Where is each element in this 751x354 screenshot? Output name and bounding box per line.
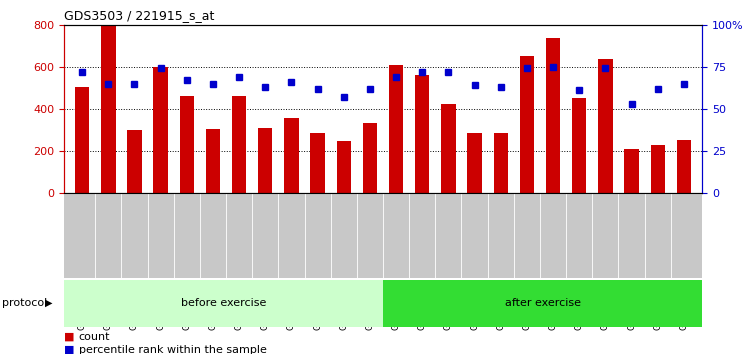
Text: GDS3503 / 221915_s_at: GDS3503 / 221915_s_at (64, 9, 214, 22)
Bar (599, 59, 613, 193)
Text: before exercise: before exercise (181, 297, 266, 308)
Bar (493, 133, 508, 193)
Bar (232, 96, 246, 193)
Bar (415, 75, 430, 193)
Bar (179, 96, 194, 193)
Bar (442, 104, 456, 193)
Bar (572, 98, 587, 193)
Text: ▶: ▶ (45, 297, 53, 308)
Text: ■: ■ (64, 345, 74, 354)
Bar (75, 87, 89, 193)
Bar (389, 65, 403, 193)
Bar (310, 133, 324, 193)
Bar (467, 133, 482, 193)
Bar (624, 149, 639, 193)
Bar (650, 144, 665, 193)
Bar (363, 122, 377, 193)
Text: percentile rank within the sample: percentile rank within the sample (79, 345, 267, 354)
Bar (284, 118, 299, 193)
Bar (127, 130, 142, 193)
Bar (206, 129, 220, 193)
Bar (383, 280, 702, 327)
Bar (258, 128, 273, 193)
Text: ■: ■ (64, 332, 74, 342)
Bar (64, 280, 383, 327)
Bar (336, 142, 351, 193)
Text: count: count (79, 332, 110, 342)
Text: protocol: protocol (2, 297, 47, 308)
Bar (677, 141, 691, 193)
Bar (520, 56, 534, 193)
Bar (546, 39, 560, 193)
Bar (101, 25, 116, 193)
Text: after exercise: after exercise (505, 297, 581, 308)
Bar (153, 67, 167, 193)
